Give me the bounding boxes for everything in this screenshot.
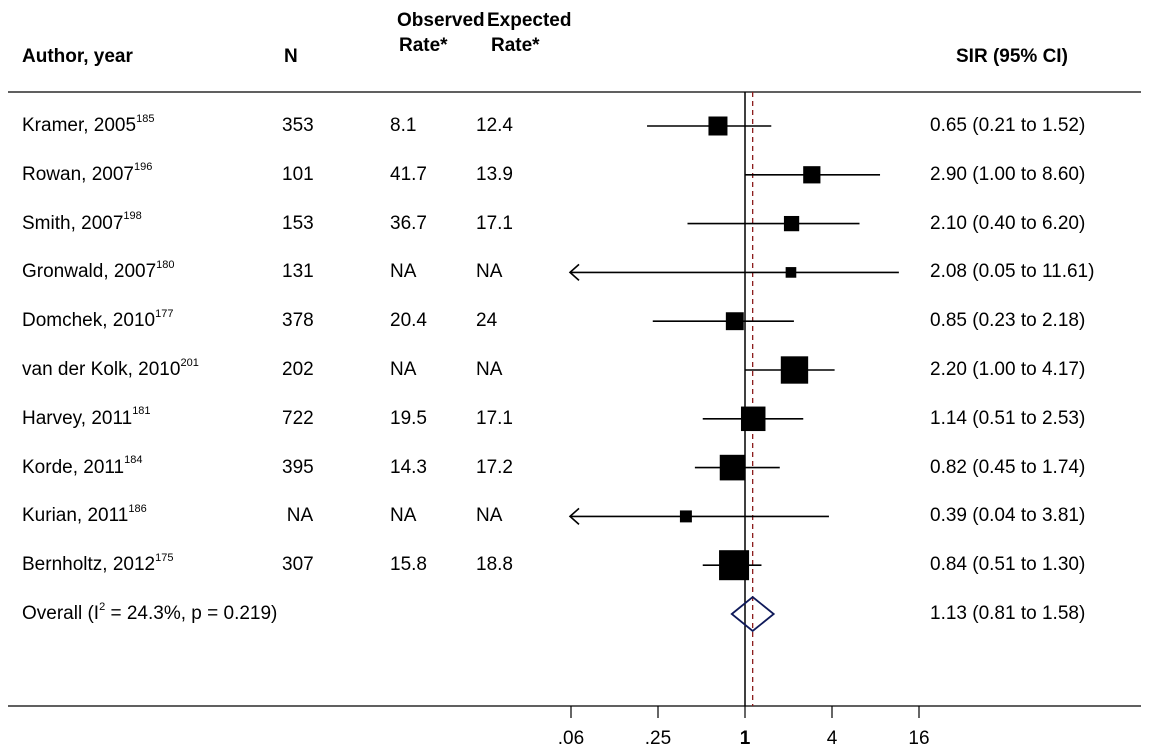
study-author: Rowan, 2007196 — [22, 161, 153, 185]
overall-label-sup: 2 — [99, 600, 106, 613]
study-author: Korde, 2011184 — [22, 454, 143, 478]
study-marker — [785, 267, 797, 278]
study-n: 153 — [282, 212, 314, 234]
study-observed: 20.4 — [390, 310, 427, 332]
header-observed-rate: Rate* — [399, 35, 448, 56]
study-observed: 41.7 — [390, 163, 427, 185]
study-ref: 196 — [133, 161, 153, 174]
study-marker — [725, 312, 744, 331]
study-ref: 177 — [155, 307, 174, 320]
study-n: 395 — [282, 456, 314, 478]
x-tick-label: .25 — [645, 728, 671, 749]
study-ref: 184 — [124, 454, 143, 467]
x-tick-label: .06 — [558, 728, 584, 749]
study-n: 131 — [282, 261, 314, 283]
study-expected: 17.1 — [476, 407, 513, 429]
study-expected: NA — [476, 359, 503, 380]
study-ci-text: 2.20 (1.00 to 4.17) — [930, 359, 1086, 380]
study-ref: 198 — [123, 210, 142, 223]
study-ci-text: 0.82 (0.45 to 1.74) — [930, 456, 1086, 478]
study-author: Domchek, 2010177 — [22, 307, 174, 332]
study-author: Bernholtz, 2012175 — [22, 551, 174, 576]
study-ci-text: 0.65 (0.21 to 1.52) — [930, 115, 1086, 136]
study-ci-text: 0.84 (0.51 to 1.30) — [930, 554, 1086, 576]
study-author: Kurian, 2011186 — [22, 503, 147, 527]
study-n: 722 — [282, 407, 314, 429]
study-ref: 175 — [155, 551, 174, 564]
header-expected-rate: Rate* — [491, 35, 540, 56]
study-marker — [780, 356, 809, 384]
study-n: 101 — [282, 163, 314, 185]
study-observed: 19.5 — [390, 407, 427, 429]
study-n: 378 — [282, 310, 314, 332]
header-observed: Observed — [397, 10, 485, 31]
study-marker — [803, 166, 821, 184]
study-ref: 185 — [136, 112, 155, 125]
study-observed: 36.7 — [390, 212, 427, 234]
study-ci-text: 2.90 (1.00 to 8.60) — [930, 163, 1086, 185]
study-marker — [719, 550, 750, 581]
x-tick-label: 4 — [827, 728, 838, 749]
study-marker — [679, 510, 692, 523]
study-author: Kramer, 2005185 — [22, 112, 155, 136]
header-expected: Expected — [487, 10, 572, 31]
study-ref: 180 — [156, 259, 175, 272]
study-marker — [783, 215, 800, 232]
study-author: van der Kolk, 2010201 — [22, 356, 199, 380]
study-expected: 17.1 — [476, 212, 513, 234]
header-n: N — [284, 46, 298, 67]
study-ci-text: 2.10 (0.40 to 6.20) — [930, 212, 1086, 234]
study-ref: 186 — [128, 503, 147, 516]
study-expected: 12.4 — [476, 115, 513, 136]
study-n: 202 — [282, 359, 314, 380]
study-observed: NA — [390, 261, 417, 283]
study-n: 307 — [282, 554, 314, 576]
study-marker — [719, 454, 746, 481]
study-expected: 24 — [476, 310, 498, 332]
study-ci-text: 1.14 (0.51 to 2.53) — [930, 407, 1086, 429]
study-author: Harvey, 2011181 — [22, 405, 151, 429]
study-n: NA — [286, 505, 314, 527]
study-expected: NA — [476, 261, 503, 283]
ci-arrow — [568, 263, 580, 281]
study-author: Smith, 2007198 — [22, 210, 142, 234]
study-marker — [740, 406, 766, 432]
header-sir: SIR (95% CI) — [956, 46, 1068, 67]
study-observed: NA — [390, 505, 417, 527]
study-expected: 18.8 — [476, 554, 513, 576]
x-tick-label: 1 — [740, 728, 751, 749]
study-ref: 181 — [132, 405, 151, 418]
study-ci-text: 0.85 (0.23 to 2.18) — [930, 310, 1086, 332]
study-expected: 17.2 — [476, 456, 513, 478]
overall-label: Overall (I2 = 24.3%, p = 0.219) — [22, 600, 278, 624]
header-author: Author, year — [22, 46, 133, 67]
overall-ci-text: 1.13 (0.81 to 1.58) — [930, 603, 1086, 624]
study-observed: 15.8 — [390, 554, 427, 576]
study-marker — [708, 116, 728, 136]
study-observed: 14.3 — [390, 456, 427, 478]
study-n: 353 — [282, 115, 314, 136]
x-tick-label: 16 — [908, 728, 929, 749]
study-observed: NA — [390, 359, 417, 380]
study-ci-text: 2.08 (0.05 to 11.61) — [930, 261, 1095, 283]
study-expected: 13.9 — [476, 163, 513, 185]
study-author: Gronwald, 2007180 — [22, 259, 175, 283]
study-ci-text: 0.39 (0.04 to 3.81) — [930, 505, 1086, 527]
study-ref: 201 — [180, 356, 199, 369]
study-expected: NA — [476, 505, 503, 527]
overall-diamond — [730, 595, 776, 633]
study-observed: 8.1 — [390, 115, 417, 136]
ci-arrow — [568, 507, 580, 525]
